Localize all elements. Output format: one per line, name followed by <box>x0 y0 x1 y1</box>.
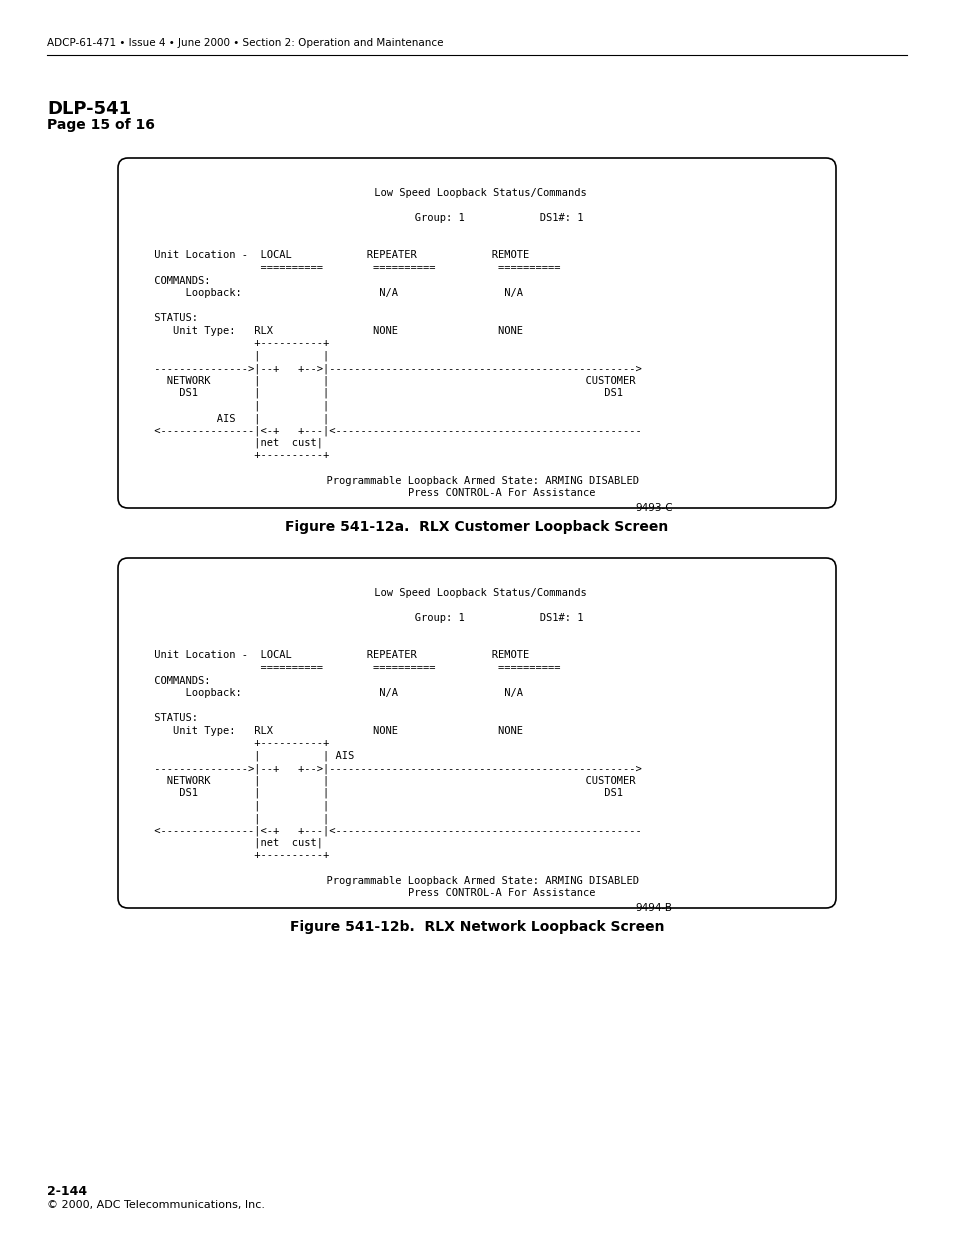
Text: Unit Location -  LOCAL            REPEATER            REMOTE: Unit Location - LOCAL REPEATER REMOTE <box>148 251 529 261</box>
Text: 2-144: 2-144 <box>47 1186 87 1198</box>
Text: Press CONTROL-A For Assistance: Press CONTROL-A For Assistance <box>358 488 595 498</box>
Text: Programmable Loopback Armed State: ARMING DISABLED: Programmable Loopback Armed State: ARMIN… <box>314 475 639 485</box>
Text: --------------->|--+   +-->|------------------------------------------------->: --------------->|--+ +-->|--------------… <box>148 363 641 373</box>
Text: |          |: | | <box>148 813 329 824</box>
Text: Figure 541-12a.  RLX Customer Loopback Screen: Figure 541-12a. RLX Customer Loopback Sc… <box>285 520 668 534</box>
Text: 9493-C: 9493-C <box>635 503 672 513</box>
Text: AIS   |          |: AIS | | <box>148 412 329 424</box>
Text: Loopback:                      N/A                 N/A: Loopback: N/A N/A <box>148 288 522 298</box>
Text: +----------+: +----------+ <box>148 739 329 748</box>
Text: Low Speed Loopback Status/Commands: Low Speed Loopback Status/Commands <box>367 188 586 198</box>
Text: ==========        ==========          ==========: ========== ========== ========== <box>148 263 560 273</box>
Text: Group: 1            DS1#: 1: Group: 1 DS1#: 1 <box>371 212 582 224</box>
Text: <---------------|<-+   +---|<-------------------------------------------------: <---------------|<-+ +---|<-------------… <box>148 825 641 836</box>
Text: Loopback:                      N/A                 N/A: Loopback: N/A N/A <box>148 688 522 698</box>
Text: Page 15 of 16: Page 15 of 16 <box>47 119 154 132</box>
Text: Programmable Loopback Armed State: ARMING DISABLED: Programmable Loopback Armed State: ARMIN… <box>314 876 639 885</box>
Text: STATUS:: STATUS: <box>148 312 198 324</box>
FancyBboxPatch shape <box>118 558 835 908</box>
Text: Unit Location -  LOCAL            REPEATER            REMOTE: Unit Location - LOCAL REPEATER REMOTE <box>148 651 529 661</box>
Text: Group: 1            DS1#: 1: Group: 1 DS1#: 1 <box>371 613 582 622</box>
Text: Press CONTROL-A For Assistance: Press CONTROL-A For Assistance <box>358 888 595 898</box>
Text: DS1         |          |                                            DS1: DS1 | | DS1 <box>148 788 622 799</box>
Text: +----------+: +----------+ <box>148 451 329 461</box>
Text: ==========        ==========          ==========: ========== ========== ========== <box>148 663 560 673</box>
Text: Low Speed Loopback Status/Commands: Low Speed Loopback Status/Commands <box>367 588 586 598</box>
Text: +----------+: +----------+ <box>148 851 329 861</box>
Text: |net  cust|: |net cust| <box>148 438 323 448</box>
Text: © 2000, ADC Telecommunications, Inc.: © 2000, ADC Telecommunications, Inc. <box>47 1200 265 1210</box>
Text: +----------+: +----------+ <box>148 338 329 348</box>
Text: DLP-541: DLP-541 <box>47 100 131 119</box>
Text: <---------------|<-+   +---|<-------------------------------------------------: <---------------|<-+ +---|<-------------… <box>148 426 641 436</box>
Text: STATUS:: STATUS: <box>148 713 198 722</box>
Text: |          | AIS: | | AIS <box>148 751 354 761</box>
FancyBboxPatch shape <box>118 158 835 508</box>
Text: |          |: | | <box>148 351 329 361</box>
Text: NETWORK       |          |                                         CUSTOMER: NETWORK | | CUSTOMER <box>148 375 635 387</box>
Text: Unit Type:   RLX                NONE                NONE: Unit Type: RLX NONE NONE <box>148 725 522 736</box>
Text: 9494-B: 9494-B <box>635 903 671 913</box>
Text: COMMANDS:: COMMANDS: <box>148 676 211 685</box>
Text: --------------->|--+   +-->|------------------------------------------------->: --------------->|--+ +-->|--------------… <box>148 763 641 773</box>
Text: ADCP-61-471 • Issue 4 • June 2000 • Section 2: Operation and Maintenance: ADCP-61-471 • Issue 4 • June 2000 • Sect… <box>47 38 443 48</box>
Text: DS1         |          |                                            DS1: DS1 | | DS1 <box>148 388 622 399</box>
Text: |          |: | | <box>148 400 329 411</box>
Text: Unit Type:   RLX                NONE                NONE: Unit Type: RLX NONE NONE <box>148 326 522 336</box>
Text: |net  cust|: |net cust| <box>148 839 323 848</box>
Text: |          |: | | <box>148 800 329 811</box>
Text: NETWORK       |          |                                         CUSTOMER: NETWORK | | CUSTOMER <box>148 776 635 785</box>
Text: COMMANDS:: COMMANDS: <box>148 275 211 285</box>
Text: Figure 541-12b.  RLX Network Loopback Screen: Figure 541-12b. RLX Network Loopback Scr… <box>290 920 663 934</box>
